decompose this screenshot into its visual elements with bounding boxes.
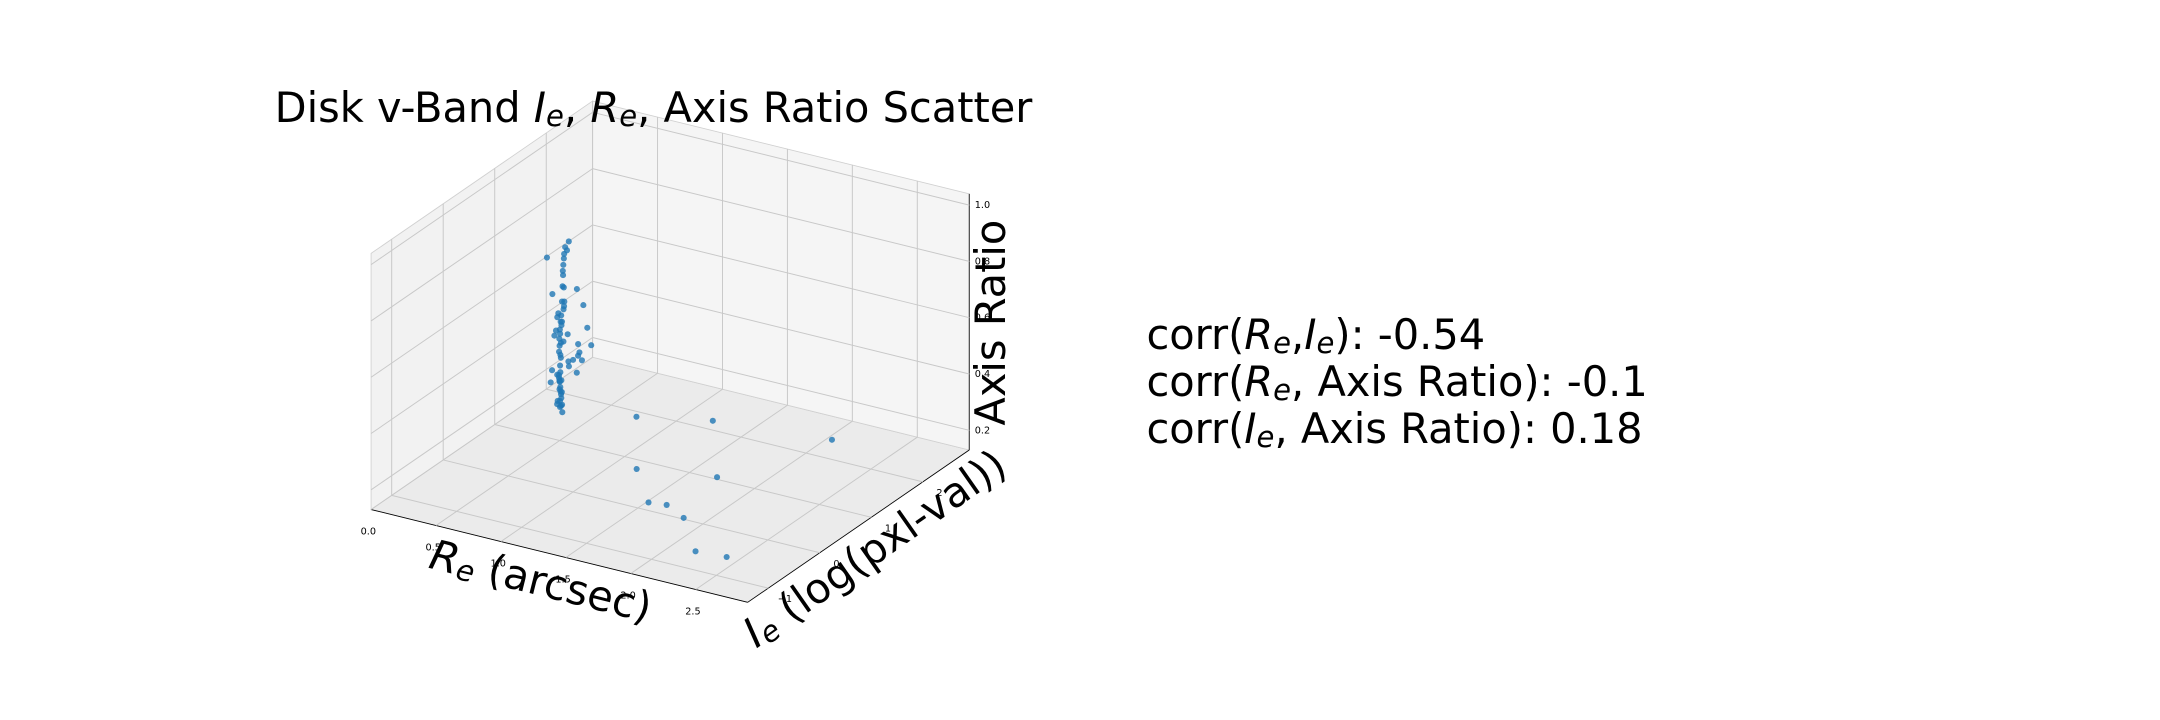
- point: [560, 261, 567, 268]
- tick-label: 0.4: [975, 369, 990, 380]
- point: [575, 340, 582, 348]
- point: [558, 312, 565, 319]
- annotation: corr(Ie, Axis Ratio): 0.18: [1146, 404, 1642, 454]
- grid-line: [494, 424, 872, 518]
- point: [584, 324, 591, 331]
- grid-line: [370, 168, 593, 322]
- point: [557, 354, 564, 361]
- grid-line: [630, 420, 853, 574]
- point: [633, 413, 640, 420]
- chart-title: Disk v-Band Ie, Re, Axis Ratio Scatter: [275, 83, 1034, 133]
- point: [560, 272, 567, 279]
- point: [565, 363, 572, 370]
- tick-label: 1: [885, 523, 891, 534]
- tick-label: 2.0: [620, 591, 635, 602]
- grid-line: [565, 404, 788, 558]
- point: [692, 548, 699, 555]
- point: [557, 318, 564, 325]
- points: [543, 238, 836, 561]
- point: [556, 397, 564, 404]
- point: [564, 331, 571, 338]
- point: [570, 356, 577, 363]
- point: [558, 298, 566, 305]
- point: [556, 403, 564, 411]
- z-axis-label: Axis Ratio: [966, 220, 1015, 426]
- point: [556, 377, 563, 385]
- point: [565, 358, 572, 365]
- axis-line: [370, 509, 748, 603]
- point: [709, 417, 716, 424]
- point: [549, 367, 556, 374]
- point: [557, 339, 564, 346]
- point: [663, 501, 670, 508]
- grid-line: [592, 280, 970, 375]
- point: [557, 384, 564, 391]
- tick-label: 0.2: [975, 425, 990, 436]
- point: [714, 474, 721, 481]
- grid-line: [370, 111, 593, 266]
- point: [558, 389, 565, 396]
- point: [578, 357, 585, 364]
- grid-line: [592, 168, 970, 262]
- point: [828, 436, 836, 443]
- grid-line: [435, 372, 658, 526]
- point: [573, 369, 580, 376]
- grid-line: [370, 337, 593, 491]
- point: [723, 553, 730, 561]
- point: [557, 362, 564, 369]
- point: [554, 371, 561, 378]
- tick-label: 1.0: [490, 559, 505, 570]
- point: [573, 285, 580, 293]
- point: [576, 349, 583, 356]
- axis-line: [747, 449, 970, 603]
- point: [645, 499, 652, 506]
- tick-label: 0: [833, 559, 839, 570]
- tick-label: 0.5: [426, 543, 441, 554]
- grid-line: [592, 337, 970, 431]
- point: [588, 342, 595, 349]
- grid-line: [370, 280, 593, 434]
- point: [551, 332, 558, 339]
- tick-label: 0.6: [975, 313, 990, 324]
- point: [557, 330, 564, 337]
- point: [563, 247, 571, 254]
- point: [680, 514, 687, 521]
- tick-label: −1: [778, 594, 792, 605]
- tick-label: 1.0: [975, 200, 990, 211]
- annotation: corr(Re, Axis Ratio): -0.1: [1146, 357, 1647, 407]
- point: [565, 238, 572, 245]
- grid-line: [546, 388, 923, 483]
- grid-line: [592, 111, 970, 206]
- point: [633, 465, 640, 473]
- grid-line: [592, 224, 970, 319]
- grid-line: [695, 436, 918, 590]
- point: [543, 254, 550, 261]
- grid-line: [500, 388, 723, 542]
- panes: [370, 100, 971, 603]
- grid-line: [391, 494, 769, 589]
- grid: [370, 101, 970, 603]
- point: [560, 284, 567, 291]
- tick-label: 0.0: [361, 527, 376, 538]
- point: [560, 306, 567, 313]
- grid-line: [370, 224, 593, 378]
- point: [559, 409, 566, 416]
- point: [560, 255, 567, 262]
- point: [580, 302, 587, 309]
- point: [547, 379, 554, 386]
- tick-label: 2.5: [685, 607, 700, 618]
- tick-label: 1.5: [555, 575, 570, 586]
- tick-label: 0.8: [975, 256, 990, 267]
- tick-label: 2: [936, 488, 942, 499]
- grid-line: [370, 356, 593, 510]
- point: [549, 290, 556, 298]
- grid-line: [443, 459, 820, 554]
- annotation: corr(Re,Ie): -0.54: [1146, 310, 1485, 360]
